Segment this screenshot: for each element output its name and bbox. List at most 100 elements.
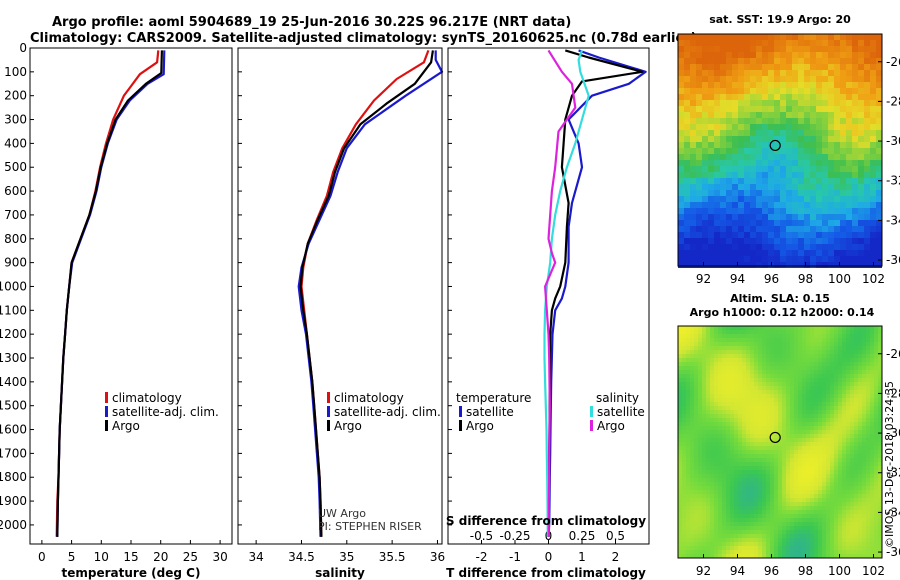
sla-cell (742, 402, 746, 406)
sla-cell (798, 438, 802, 442)
sla-cell (818, 350, 822, 354)
sla-cell (750, 422, 754, 426)
sla-cell (722, 406, 726, 410)
sst-cell (864, 40, 870, 46)
sla-cell (862, 518, 866, 522)
sla-cell (818, 478, 822, 482)
sla-cell (830, 430, 834, 434)
sla-cell (794, 486, 798, 490)
sla-cell (698, 534, 702, 538)
sla-cell (778, 554, 782, 558)
sla-cell (686, 478, 690, 482)
sla-cell (746, 362, 750, 366)
sla-cell (698, 422, 702, 426)
sla-cell (798, 394, 802, 398)
sst-cell (840, 208, 846, 214)
sla-cell (786, 398, 790, 402)
sla-cell (798, 462, 802, 466)
sla-cell (718, 342, 722, 346)
sst-cell (726, 136, 732, 142)
sst-cell (678, 160, 684, 166)
sst-cell (804, 148, 810, 154)
sla-cell (842, 418, 846, 422)
sla-cell (802, 418, 806, 422)
sst-cell (840, 88, 846, 94)
sst-cell (678, 232, 684, 238)
sla-cell (842, 490, 846, 494)
sla-cell (686, 438, 690, 442)
sst-cell (726, 196, 732, 202)
sst-cell (780, 136, 786, 142)
sst-cell (756, 208, 762, 214)
sla-cell (730, 406, 734, 410)
sla-cell (858, 482, 862, 486)
sla-cell (814, 478, 818, 482)
sla-cell (778, 510, 782, 514)
sst-cell (726, 208, 732, 214)
sst-cell (762, 190, 768, 196)
sla-cell (838, 354, 842, 358)
sla-cell (866, 410, 870, 414)
sla-cell (870, 390, 874, 394)
sla-cell (878, 490, 882, 494)
sla-cell (794, 398, 798, 402)
sla-cell (690, 446, 694, 450)
sla-cell (794, 554, 798, 558)
sst-cell (696, 136, 702, 142)
sst-cell (828, 214, 834, 220)
sst-cell (708, 256, 714, 262)
sla-cell (714, 518, 718, 522)
sst-cell (870, 256, 876, 262)
sla-cell (838, 438, 842, 442)
sst-cell (774, 178, 780, 184)
sst-cell (756, 148, 762, 154)
sst-cell (732, 250, 738, 256)
sst-cell (690, 250, 696, 256)
sla-cell (846, 390, 850, 394)
sst-cell (864, 52, 870, 58)
sla-cell (770, 366, 774, 370)
sst-cell (816, 148, 822, 154)
sla-cell (706, 382, 710, 386)
sla-cell (794, 418, 798, 422)
sst-cell (744, 148, 750, 154)
sst-cell (852, 208, 858, 214)
sst-cell (864, 58, 870, 64)
sla-cell (690, 354, 694, 358)
sst-cell (726, 256, 732, 262)
sla-cell (866, 478, 870, 482)
sla-cell (858, 522, 862, 526)
sla-cell (834, 422, 838, 426)
sla-cell (726, 538, 730, 542)
sla-cell (686, 326, 690, 330)
sla-cell (690, 518, 694, 522)
sla-cell (742, 538, 746, 542)
sst-cell (684, 52, 690, 58)
sst-cell (780, 124, 786, 130)
sla-cell (698, 510, 702, 514)
sla-cell (878, 526, 882, 530)
sla-cell (802, 546, 806, 550)
sla-cell (866, 402, 870, 406)
sst-cell (750, 106, 756, 112)
sla-cell (778, 518, 782, 522)
sst-cell (696, 106, 702, 112)
sla-cell (862, 534, 866, 538)
sla-cell (802, 350, 806, 354)
sla-cell (790, 386, 794, 390)
sla-cell (686, 494, 690, 498)
sla-cell (806, 466, 810, 470)
sst-cell (708, 202, 714, 208)
sst-cell (726, 148, 732, 154)
sla-cell (730, 466, 734, 470)
sst-cell (762, 88, 768, 94)
sla-cell (870, 438, 874, 442)
sla-cell (702, 534, 706, 538)
sst-cell (804, 190, 810, 196)
sst-cell (756, 70, 762, 76)
sla-cell (758, 338, 762, 342)
sla-cell (746, 502, 750, 506)
sla-cell (866, 342, 870, 346)
sla-cell (878, 386, 882, 390)
sla-cell (870, 454, 874, 458)
